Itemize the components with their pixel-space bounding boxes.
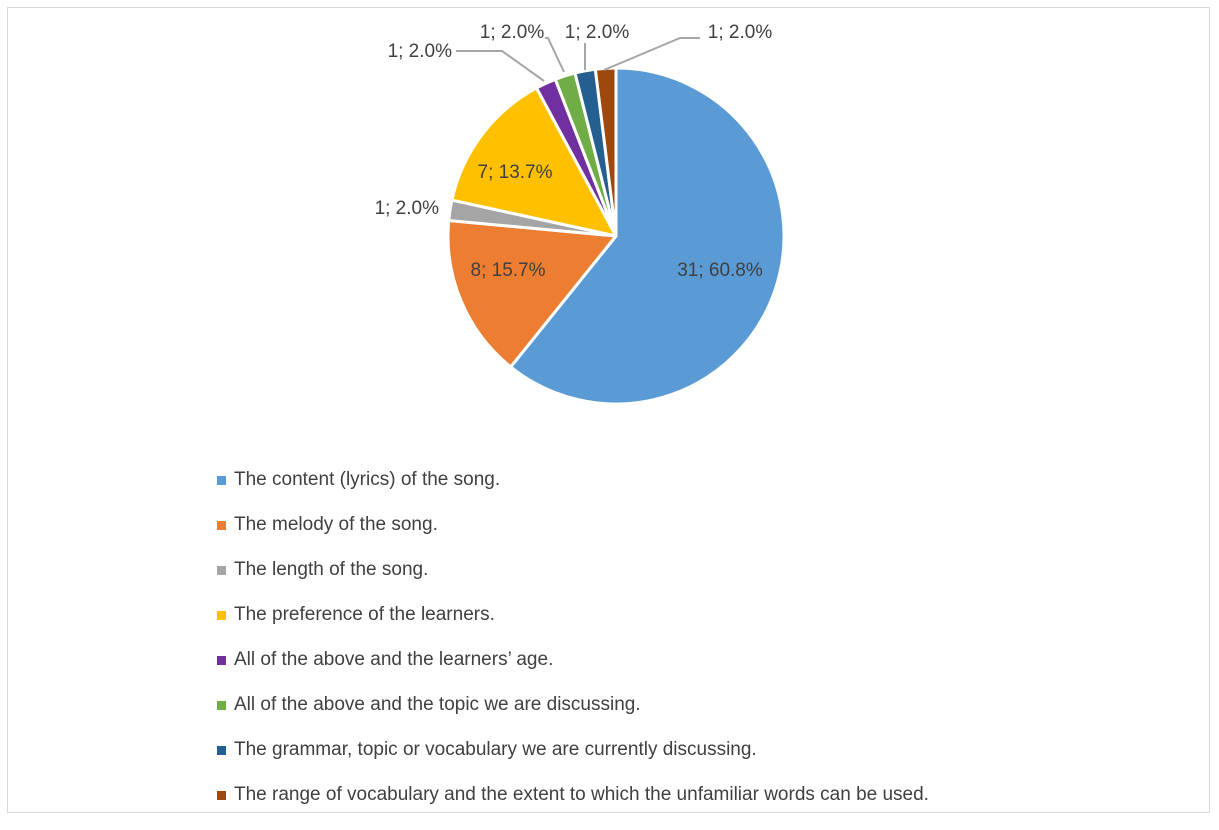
legend-swatch	[217, 700, 226, 710]
legend-swatch	[217, 520, 226, 530]
legend-swatch	[217, 475, 226, 485]
pie-slices	[446, 66, 786, 406]
data-label: 1; 2.0%	[375, 198, 440, 219]
legend-label: The content (lyrics) of the song.	[234, 469, 501, 490]
data-label: 8; 15.7%	[471, 260, 546, 281]
legend-item: The length of the song.	[217, 559, 929, 580]
legend-item: All of the above and the learners’ age.	[217, 649, 929, 670]
legend-label: The length of the song.	[234, 559, 429, 580]
data-label: 1; 2.0%	[388, 41, 453, 62]
legend-label: The melody of the song.	[234, 514, 438, 535]
pie-slice	[446, 218, 618, 369]
pie-slice	[450, 86, 618, 238]
legend-label: All of the above and the learners’ age.	[234, 649, 554, 670]
legend-label: All of the above and the topic we are di…	[234, 694, 641, 715]
legend-label: The preference of the learners.	[234, 604, 495, 625]
data-label: 7; 13.7%	[478, 162, 553, 183]
legend-item: The preference of the learners.	[217, 604, 929, 625]
legend: The content (lyrics) of the song. The mel…	[217, 469, 929, 830]
legend-item: All of the above and the topic we are di…	[217, 694, 929, 715]
data-label: 1; 2.0%	[480, 22, 545, 43]
legend-swatch	[217, 655, 226, 665]
legend-swatch	[217, 745, 226, 755]
legend-swatch	[217, 610, 226, 620]
leader-line	[456, 50, 545, 82]
data-label: 1; 2.0%	[565, 22, 630, 43]
legend-item: The melody of the song.	[217, 514, 929, 535]
data-label: 1; 2.0%	[708, 22, 773, 43]
legend-label: The range of vocabulary and the extent t…	[234, 784, 929, 805]
pie-slice	[509, 66, 786, 406]
data-labels: 31; 60.8% 8; 15.7% 1; 2.0% 7; 13.7% 1; 2.0% 1…	[375, 22, 773, 281]
legend-label: The grammar, topic or vocabulary we are …	[234, 739, 757, 760]
leader-line	[545, 37, 565, 73]
legend-item: The content (lyrics) of the song.	[217, 469, 929, 490]
leader-lines	[456, 37, 700, 82]
leader-line	[603, 37, 700, 71]
legend-item: The grammar, topic or vocabulary we are …	[217, 739, 929, 760]
legend-item: The range of vocabulary and the extent t…	[217, 784, 929, 805]
legend-swatch	[217, 565, 226, 575]
legend-swatch	[217, 790, 226, 800]
data-label: 31; 60.8%	[677, 260, 763, 281]
